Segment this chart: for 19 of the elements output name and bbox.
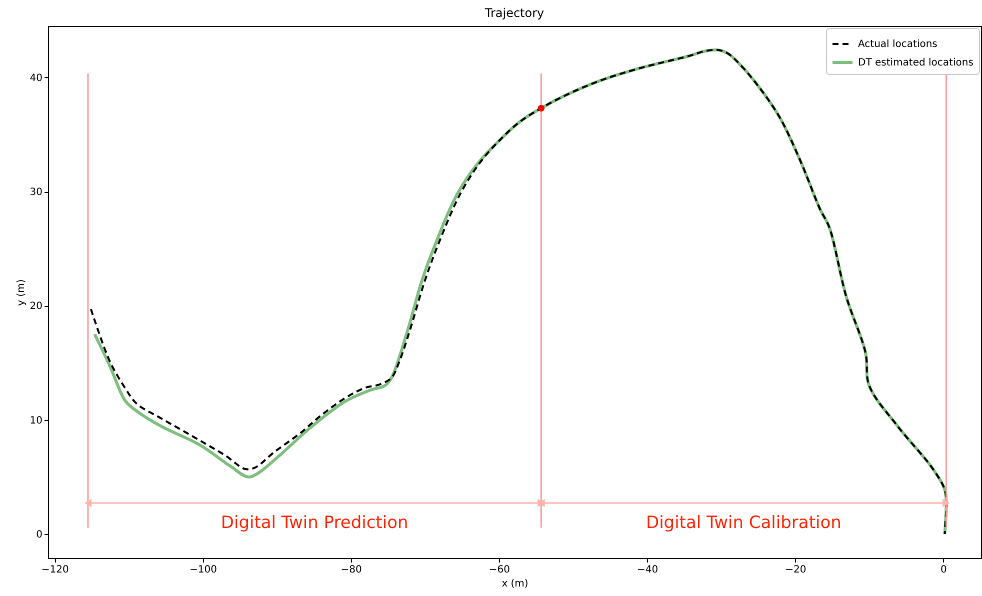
x-tick-label: −20 — [785, 564, 806, 576]
x-tick-label: −100 — [190, 564, 217, 576]
x-tick-label: −60 — [488, 564, 510, 576]
chart-title: Trajectory — [484, 6, 544, 20]
y-tick-label: 0 — [36, 530, 42, 541]
y-tick-label: 10 — [30, 415, 42, 426]
y-axis-title: y (m) — [16, 279, 27, 306]
y-tick-label: 20 — [30, 301, 42, 312]
x-tick-label: −80 — [340, 564, 362, 576]
legend-label: DT estimated locations — [858, 58, 974, 68]
legend-label: Actual locations — [858, 39, 938, 50]
x-tick-label: −120 — [41, 564, 69, 576]
x-tick-label: 0 — [940, 564, 947, 576]
x-tick-label: −40 — [636, 564, 658, 576]
annotation: Digital Twin Prediction — [220, 513, 408, 533]
x-axis-title: x (m) — [502, 578, 528, 590]
y-tick-label: 30 — [30, 187, 42, 198]
y-tick-label: 40 — [30, 72, 42, 84]
annotation: Digital Twin Calibration — [646, 513, 842, 533]
